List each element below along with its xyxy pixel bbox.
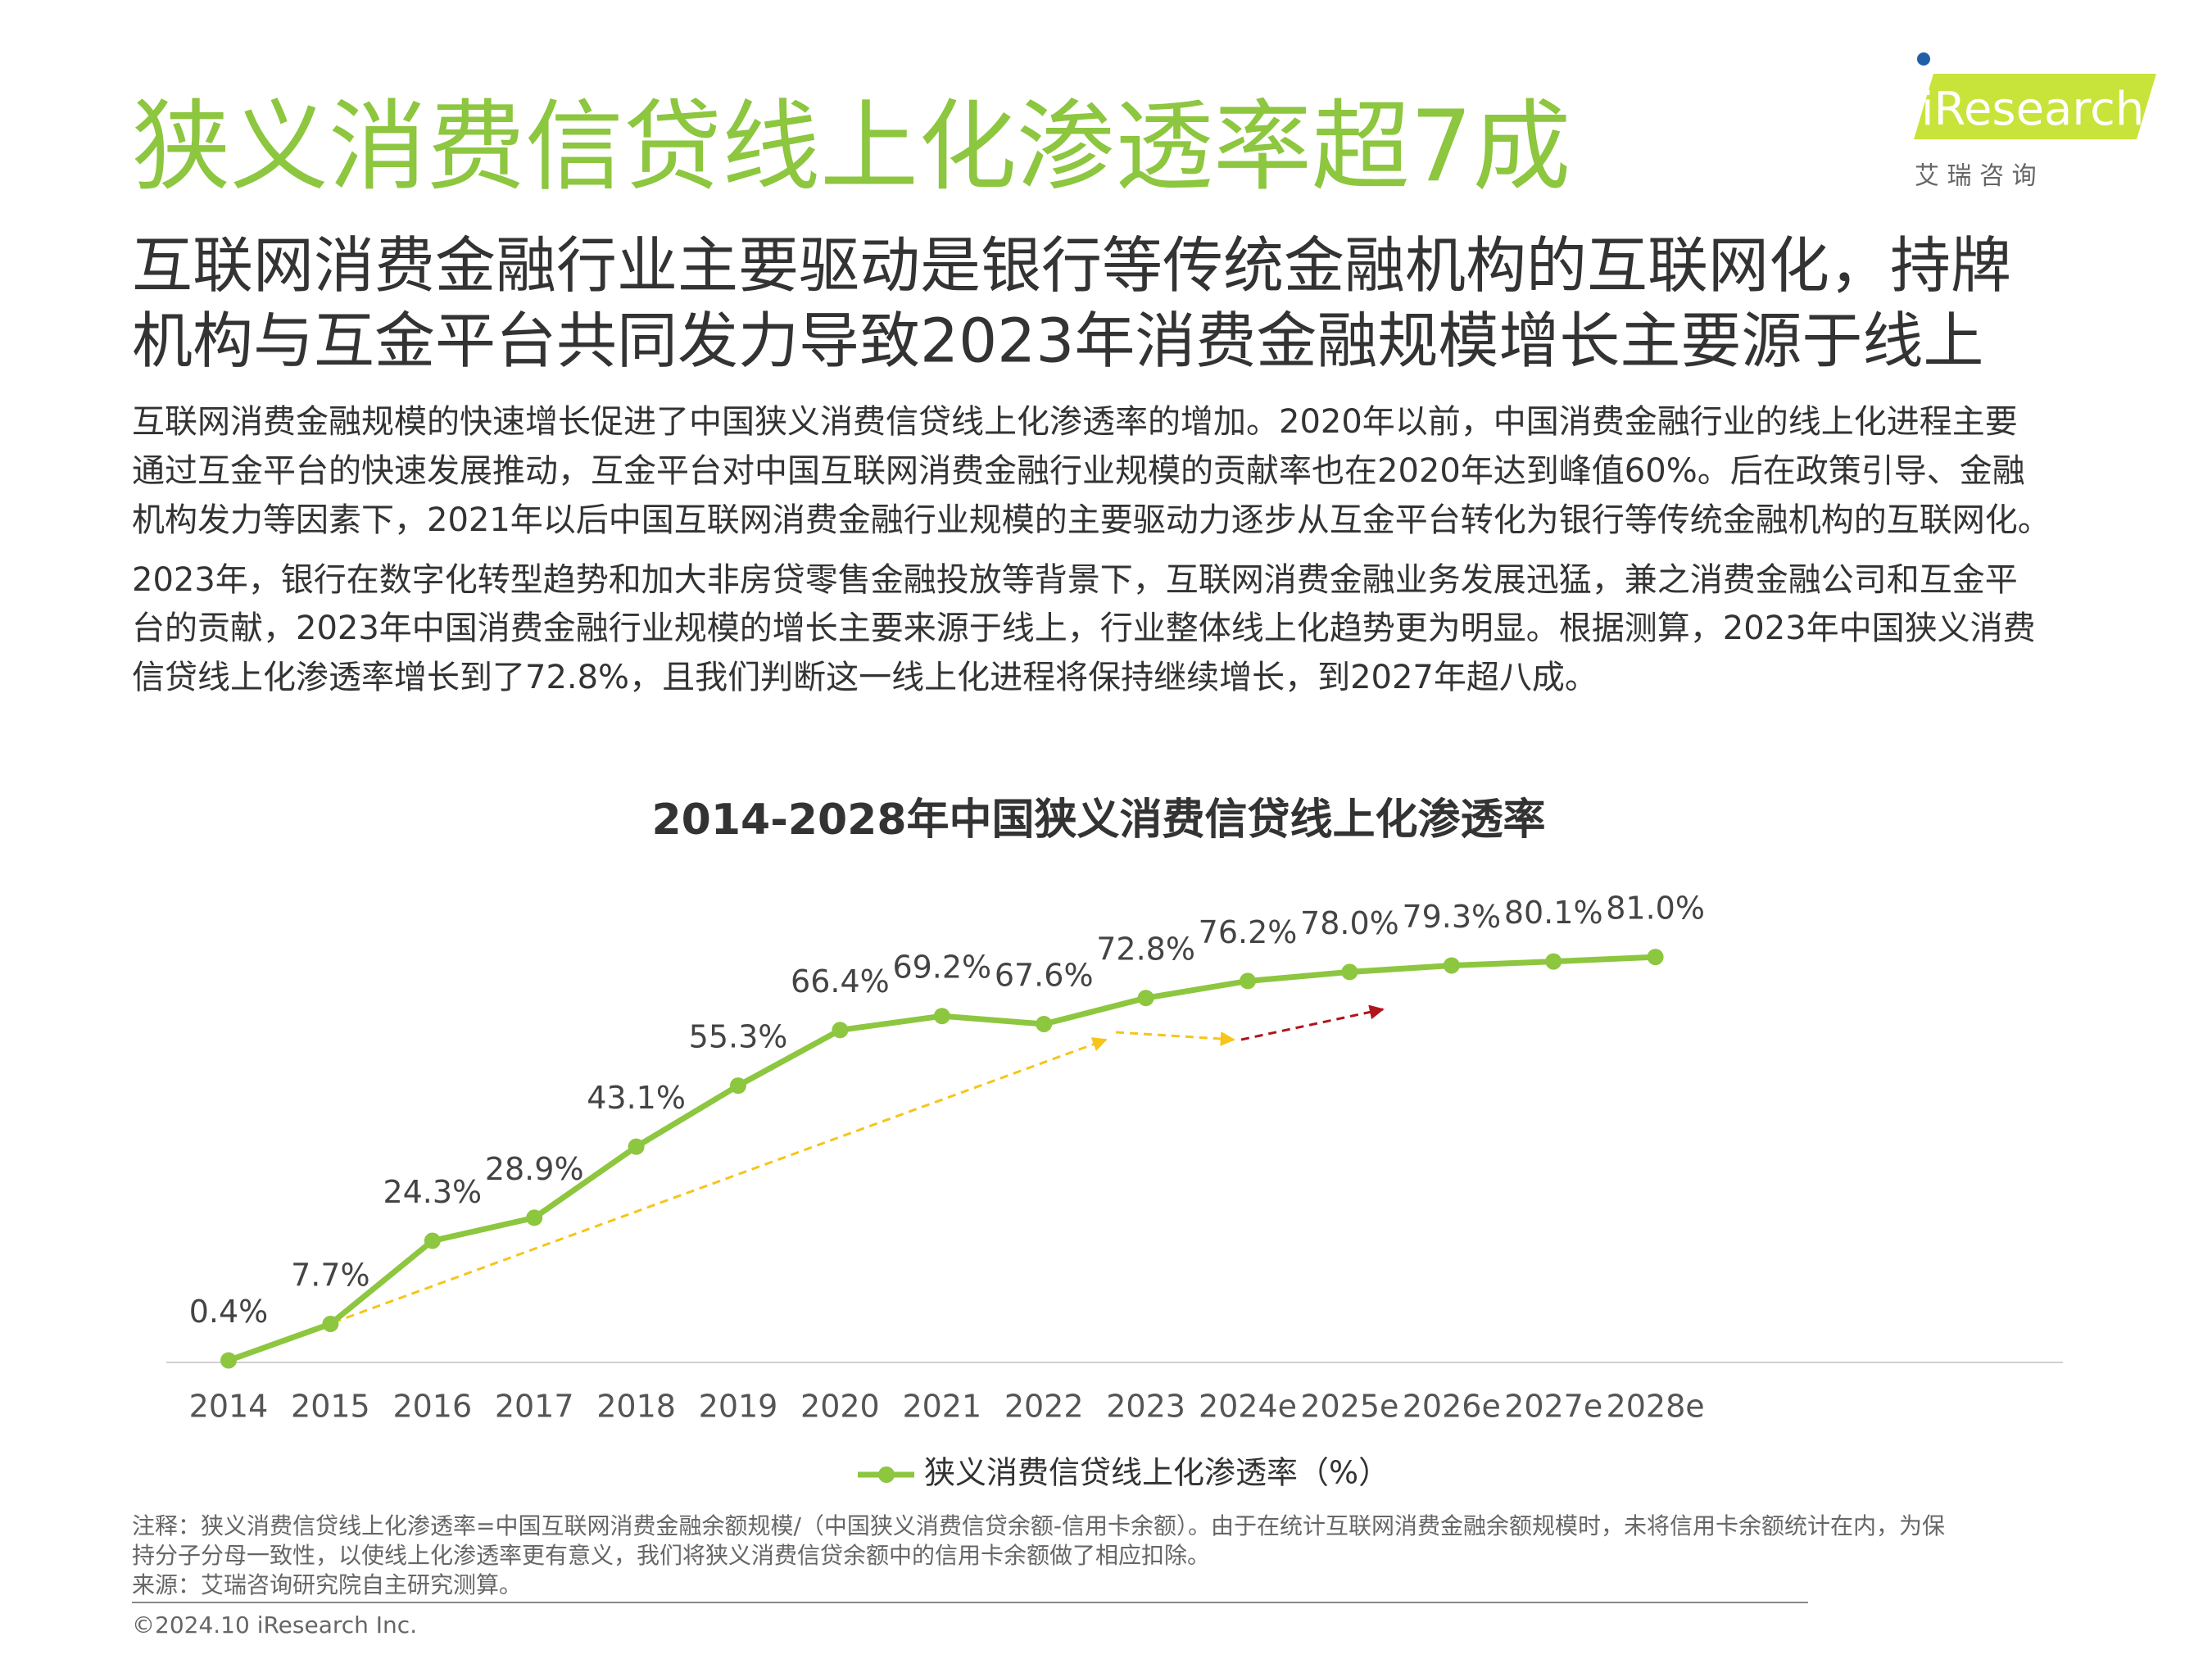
value-label: 66.4%	[791, 963, 890, 999]
value-label: 80.1%	[1504, 895, 1603, 931]
data-point	[526, 1209, 543, 1226]
data-point	[424, 1232, 441, 1249]
chart-title: 2014-2028年中国狭义消费信贷线上化渗透率	[651, 796, 1545, 845]
logo-text: iResearch	[1921, 83, 2144, 136]
footnote: 持分子分母一致性，以使线上化渗透率更有意义，我们将狭义消费信贷余额中的信用卡余额…	[132, 1542, 1210, 1569]
x-tick-label: 2028e	[1607, 1389, 1705, 1425]
body-text: 信贷线上化渗透率增长到了72.8%，且我们判断这一线上化进程将保持继续增长，到2…	[132, 659, 1598, 696]
legend-marker	[878, 1466, 895, 1483]
subtitle: 互联网消费金融行业主要驱动是银行等传统金融机构的互联网化，持牌	[132, 231, 2011, 301]
data-point	[1137, 990, 1154, 1007]
x-tick-label: 2017	[495, 1389, 574, 1425]
x-tick-label: 2027e	[1504, 1389, 1602, 1425]
trend-arrow	[1115, 1031, 1235, 1046]
logo-cn: 艾 瑞 咨 询	[1915, 162, 2037, 191]
data-point	[1647, 949, 1664, 966]
body-text: 机构发力等因素下，2021年以后中国互联网消费金融行业规模的主要驱动力逐步从互金…	[132, 501, 2051, 539]
value-label: 24.3%	[383, 1174, 482, 1210]
value-label: 0.4%	[189, 1294, 269, 1330]
value-label: 7.7%	[291, 1257, 370, 1293]
data-point	[1545, 953, 1562, 970]
subtitle: 机构与互金平台共同发力导致2023年消费金融规模增长主要源于线上	[132, 306, 1983, 377]
x-tick-label: 2016	[392, 1389, 472, 1425]
value-label: 72.8%	[1096, 931, 1195, 968]
data-point	[628, 1138, 645, 1155]
page-title: 狭义消费信贷线上化渗透率超7成	[132, 91, 1571, 205]
body-text: 互联网消费金融规模的快速增长促进了中国狭义消费信贷线上化渗透率的增加。2020年…	[132, 403, 2018, 441]
x-tick-label: 2020	[800, 1389, 880, 1425]
value-label: 28.9%	[485, 1151, 584, 1187]
value-label: 78.0%	[1300, 905, 1399, 941]
x-tick-label: 2015	[291, 1389, 370, 1425]
value-label: 79.3%	[1402, 899, 1501, 935]
value-label: 43.1%	[587, 1080, 686, 1116]
trend-arrow	[228, 1037, 1108, 1362]
body-text: 台的贡献，2023年中国消费金融行业规模的增长主要来源于线上，行业整体线上化趋势…	[132, 610, 2036, 647]
data-point	[1443, 957, 1460, 974]
value-label: 76.2%	[1199, 914, 1298, 950]
copyright: ©2024.10 iResearch Inc.	[132, 1611, 417, 1639]
value-label: 69.2%	[892, 950, 991, 986]
data-point	[220, 1352, 237, 1369]
footnote: 注释：狭义消费信贷线上化渗透率=中国互联网消费金融余额规模/（中国狭义消费信贷余…	[132, 1512, 1945, 1539]
x-tick-label: 2019	[699, 1389, 778, 1425]
x-tick-label: 2014	[189, 1389, 269, 1425]
value-label: 67.6%	[995, 957, 1094, 993]
footnote: 来源：艾瑞咨询研究院自主研究测算。	[132, 1571, 522, 1598]
body-text: 2023年，银行在数字化转型趋势和加大非房贷零售金融投放等背景下，互联网消费金融…	[132, 561, 2018, 599]
x-tick-label: 2025e	[1300, 1389, 1398, 1425]
data-point	[1240, 972, 1256, 990]
trend-arrow	[1240, 1004, 1385, 1041]
data-point	[1341, 963, 1358, 981]
data-point	[933, 1008, 950, 1025]
body-text: 通过互金平台的快速发展推动，互金平台对中国互联网消费金融行业规模的贡献率也在20…	[132, 452, 2025, 490]
x-tick-label: 2026e	[1403, 1389, 1501, 1425]
value-label: 55.3%	[689, 1019, 788, 1055]
x-tick-label: 2024e	[1199, 1389, 1297, 1425]
logo-badge	[1914, 74, 2156, 139]
value-label: 81.0%	[1606, 891, 1705, 927]
logo-dot	[1917, 52, 1930, 66]
data-point	[832, 1022, 849, 1039]
x-tick-label: 2021	[902, 1389, 981, 1425]
x-tick-label: 2023	[1106, 1389, 1185, 1425]
x-tick-label: 2022	[1004, 1389, 1084, 1425]
data-point	[322, 1315, 339, 1332]
legend-label: 狭义消费信贷线上化渗透率（%）	[924, 1455, 1389, 1491]
data-point	[730, 1077, 746, 1095]
x-tick-label: 2018	[596, 1389, 676, 1425]
data-point	[1036, 1015, 1053, 1032]
